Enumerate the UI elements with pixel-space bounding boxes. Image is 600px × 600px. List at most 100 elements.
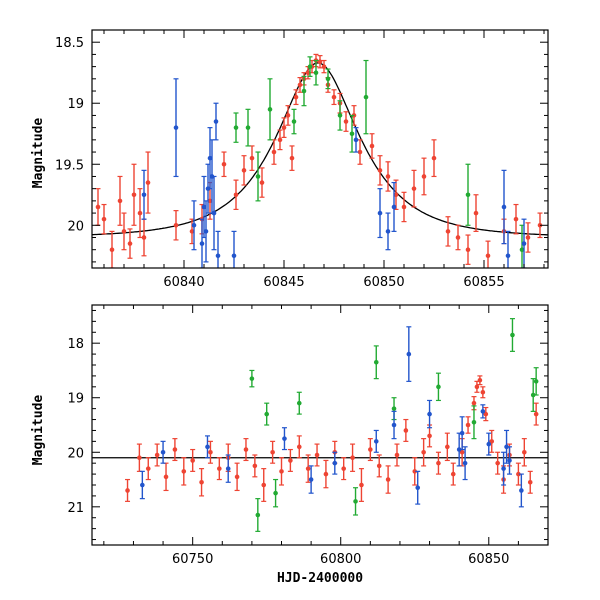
data-point xyxy=(137,188,143,239)
data-point xyxy=(527,470,533,494)
data-point xyxy=(486,432,492,456)
data-point xyxy=(121,212,127,251)
data-point xyxy=(393,179,399,211)
data-point xyxy=(367,438,373,462)
point-marker xyxy=(273,490,278,496)
data-point xyxy=(427,424,433,448)
data-point xyxy=(376,454,382,478)
data-point xyxy=(136,443,142,472)
point-marker xyxy=(181,469,187,474)
point-marker xyxy=(431,155,437,161)
data-point xyxy=(270,440,276,464)
point-marker xyxy=(131,192,137,198)
point-marker xyxy=(501,466,506,471)
point-marker xyxy=(337,113,343,118)
point-marker xyxy=(527,479,533,485)
point-marker xyxy=(533,379,539,384)
point-marker xyxy=(127,241,133,246)
data-point xyxy=(501,169,507,245)
data-point xyxy=(261,468,267,502)
data-point xyxy=(465,163,471,226)
point-marker xyxy=(249,376,255,381)
point-marker xyxy=(208,449,213,455)
data-point xyxy=(509,318,515,352)
data-point xyxy=(504,429,510,464)
point-marker xyxy=(391,204,397,210)
data-point xyxy=(234,462,240,492)
data-point xyxy=(305,454,311,483)
data-point xyxy=(281,117,287,139)
data-point xyxy=(357,139,363,165)
point-marker xyxy=(436,384,441,390)
point-marker xyxy=(160,449,166,455)
data-point xyxy=(465,234,471,265)
point-marker xyxy=(281,125,287,130)
data-point xyxy=(323,459,329,489)
data-point xyxy=(501,451,507,486)
data-point xyxy=(373,345,379,380)
point-marker xyxy=(173,125,179,130)
y-tick-label: 20 xyxy=(67,219,84,234)
point-marker xyxy=(203,229,209,234)
point-marker xyxy=(145,466,151,471)
point-marker xyxy=(489,439,495,444)
point-marker xyxy=(522,449,527,455)
data-point xyxy=(207,127,213,190)
bottom-panel: Magnitude HJD-2400000 60750 60800 60850 18 1… xyxy=(31,304,549,586)
point-marker xyxy=(507,458,512,463)
point-marker xyxy=(373,359,379,365)
point-marker xyxy=(205,444,210,450)
point-marker xyxy=(117,198,123,204)
data-point xyxy=(259,167,265,198)
data-point xyxy=(533,402,539,426)
point-marker xyxy=(173,222,179,228)
point-marker xyxy=(516,471,521,477)
data-point xyxy=(385,465,391,494)
point-marker xyxy=(137,455,142,461)
point-marker xyxy=(406,351,412,357)
data-point xyxy=(255,498,261,532)
y-tick-label: 20 xyxy=(67,446,84,461)
y-tick-label: 18 xyxy=(67,337,84,352)
data-point xyxy=(391,181,397,232)
data-point xyxy=(173,78,179,178)
data-point xyxy=(525,222,531,253)
data-point xyxy=(421,157,427,196)
point-marker xyxy=(296,444,302,450)
point-marker xyxy=(483,411,489,417)
point-marker xyxy=(412,469,418,474)
point-marker xyxy=(462,460,468,466)
point-marker xyxy=(480,389,486,395)
data-point xyxy=(95,188,101,226)
data-point xyxy=(277,129,283,151)
data-point xyxy=(533,367,539,396)
data-point xyxy=(341,457,347,481)
data-point xyxy=(411,169,417,208)
data-point xyxy=(431,139,437,178)
point-marker xyxy=(363,94,369,100)
point-marker xyxy=(288,458,293,463)
point-marker xyxy=(445,229,451,234)
data-point xyxy=(507,446,513,475)
data-point xyxy=(415,470,421,505)
data-point xyxy=(377,188,383,239)
point-marker xyxy=(249,155,255,161)
point-marker xyxy=(252,463,258,469)
data-point xyxy=(145,457,151,481)
point-marker xyxy=(264,411,270,417)
point-marker xyxy=(519,488,524,493)
data-point xyxy=(385,161,391,192)
point-marker xyxy=(401,204,407,210)
data-point xyxy=(369,133,375,159)
data-point xyxy=(243,438,249,462)
data-point xyxy=(358,468,364,502)
x-tick-label: 60850 xyxy=(468,552,509,567)
point-marker xyxy=(241,168,247,173)
point-marker xyxy=(510,332,515,338)
top-series-2 xyxy=(141,78,527,268)
point-marker xyxy=(293,94,299,100)
point-marker xyxy=(513,216,519,222)
top-panel: Magnitude 60840 60845 60850 60855 18.5 19 19.5… xyxy=(31,29,549,290)
point-marker xyxy=(207,198,213,204)
point-marker xyxy=(140,482,145,488)
